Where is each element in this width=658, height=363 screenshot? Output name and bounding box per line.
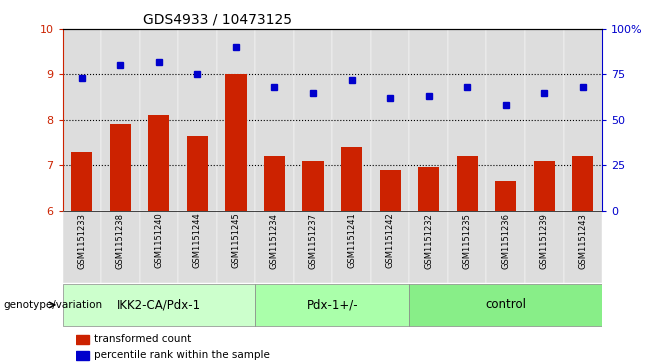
Bar: [101, 211, 139, 283]
Bar: [148, 115, 170, 211]
Bar: [332, 29, 371, 211]
Text: genotype/variation: genotype/variation: [3, 300, 103, 310]
Bar: [187, 136, 208, 211]
Text: GSM1151237: GSM1151237: [309, 213, 318, 269]
Bar: [303, 160, 324, 211]
Text: GSM1151234: GSM1151234: [270, 213, 279, 269]
Bar: [255, 284, 409, 326]
Text: GSM1151240: GSM1151240: [155, 213, 163, 269]
Bar: [371, 29, 409, 211]
Bar: [110, 124, 131, 211]
Text: GSM1151245: GSM1151245: [232, 213, 240, 269]
Bar: [418, 167, 440, 211]
Text: GSM1151233: GSM1151233: [77, 213, 86, 269]
Bar: [563, 211, 602, 283]
Bar: [572, 156, 594, 211]
Bar: [63, 29, 101, 211]
Bar: [380, 170, 401, 211]
Text: GSM1151244: GSM1151244: [193, 213, 202, 269]
Bar: [486, 211, 525, 283]
Bar: [525, 211, 563, 283]
Bar: [216, 29, 255, 211]
Bar: [76, 335, 89, 344]
Text: Pdx-1+/-: Pdx-1+/-: [307, 298, 358, 311]
Bar: [76, 351, 89, 360]
Text: GSM1151242: GSM1151242: [386, 213, 395, 269]
Bar: [293, 211, 332, 283]
Text: GSM1151236: GSM1151236: [501, 213, 510, 269]
Bar: [563, 29, 602, 211]
Bar: [371, 211, 409, 283]
Bar: [341, 147, 362, 211]
Bar: [486, 29, 525, 211]
Bar: [293, 29, 332, 211]
Bar: [225, 74, 247, 211]
Bar: [409, 29, 448, 211]
Bar: [63, 284, 255, 326]
Bar: [409, 211, 448, 283]
Text: GSM1151239: GSM1151239: [540, 213, 549, 269]
Bar: [71, 152, 92, 211]
Bar: [495, 181, 517, 211]
Text: control: control: [485, 298, 526, 311]
Text: GSM1151238: GSM1151238: [116, 213, 125, 269]
Bar: [448, 29, 486, 211]
Text: GSM1151235: GSM1151235: [463, 213, 472, 269]
Text: transformed count: transformed count: [94, 334, 191, 344]
Bar: [255, 211, 293, 283]
Bar: [332, 211, 371, 283]
Bar: [216, 211, 255, 283]
Bar: [534, 160, 555, 211]
Bar: [139, 211, 178, 283]
Bar: [63, 211, 101, 283]
Text: GDS4933 / 10473125: GDS4933 / 10473125: [143, 12, 292, 26]
Bar: [448, 211, 486, 283]
Bar: [525, 29, 563, 211]
Text: GSM1151241: GSM1151241: [347, 213, 356, 269]
Bar: [178, 29, 216, 211]
Bar: [101, 29, 139, 211]
Text: IKK2-CA/Pdx-1: IKK2-CA/Pdx-1: [117, 298, 201, 311]
Bar: [409, 284, 602, 326]
Bar: [255, 29, 293, 211]
Text: GSM1151243: GSM1151243: [578, 213, 588, 269]
Bar: [139, 29, 178, 211]
Bar: [457, 156, 478, 211]
Text: GSM1151232: GSM1151232: [424, 213, 433, 269]
Text: percentile rank within the sample: percentile rank within the sample: [94, 350, 270, 360]
Bar: [178, 211, 216, 283]
Bar: [264, 156, 285, 211]
